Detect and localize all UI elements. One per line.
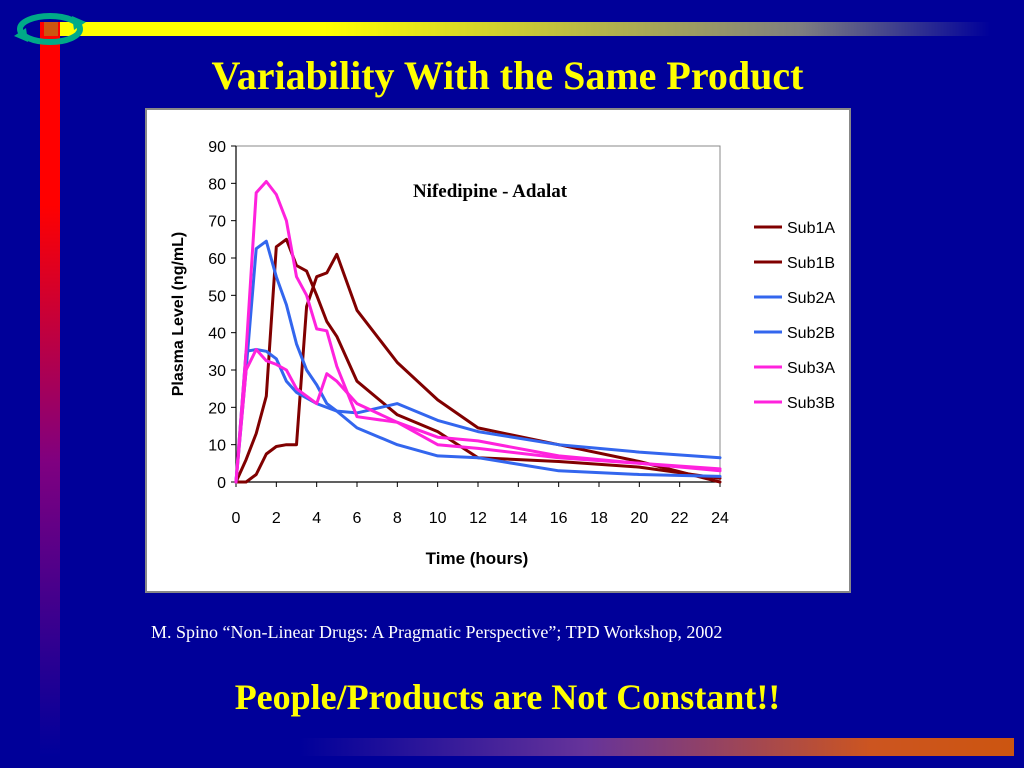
y-tick-label: 10 [208,438,226,455]
recycle-arrows-logo-icon [14,13,86,45]
series-line-sub1a [234,252,722,484]
footer-text: People/Products are Not Constant!! [234,677,781,717]
y-tick-label: 50 [208,288,226,305]
y-tick-label: 40 [208,326,226,343]
legend-label-sub2a: Sub2A [787,290,835,307]
legend-label-sub1b: Sub1B [787,255,835,272]
legend-label-sub2b: Sub2B [787,325,835,342]
series-line-sub1b [234,237,722,484]
slide-title: Variability With the Same Product [211,53,804,98]
y-tick-label: 70 [208,214,226,231]
bottom-decorative-bar [300,738,1014,756]
x-tick-label: 16 [550,510,568,527]
series-line-sub2a [234,348,722,484]
x-tick-label: 22 [671,510,689,527]
x-tick-label: 14 [509,510,527,527]
y-tick-label: 90 [208,139,226,156]
x-tick-label: 8 [393,510,402,527]
y-tick-label: 80 [208,176,226,193]
x-tick-label: 6 [353,510,362,527]
x-tick-label: 2 [272,510,281,527]
x-tick-label: 12 [469,510,487,527]
series-line-sub2b [234,239,722,484]
series-line-sub3a [234,348,722,484]
x-tick-label: 18 [590,510,608,527]
y-tick-label: 20 [208,400,226,417]
legend-label-sub3b: Sub3B [787,395,835,412]
chart-title: Nifedipine - Adalat [413,181,568,202]
y-tick-label: 30 [208,363,226,380]
legend-label-sub1a: Sub1A [787,220,835,237]
x-tick-label: 0 [232,510,241,527]
x-tick-label: 24 [711,510,729,527]
legend-label-sub3a: Sub3A [787,360,835,377]
x-tick-label: 4 [312,510,321,527]
chart-panel: 0 10 20 30 40 50 60 70 80 90 0 2 4 6 8 10 12 14 16 18 20 22 24… [145,108,851,593]
y-tick-label: 0 [217,475,226,492]
series-line-sub3b [234,180,722,484]
top-decorative-bar [40,22,990,36]
y-axis-label: Plasma Level (ng/mL) [170,232,187,397]
y-tick-label: 60 [208,251,226,268]
left-decorative-bar [40,22,60,756]
x-tick-label: 10 [429,510,447,527]
citation-text: M. Spino “Non-Linear Drugs: A Pragmatic … [151,622,723,642]
x-tick-label: 20 [630,510,648,527]
x-axis-label: Time (hours) [426,549,529,568]
